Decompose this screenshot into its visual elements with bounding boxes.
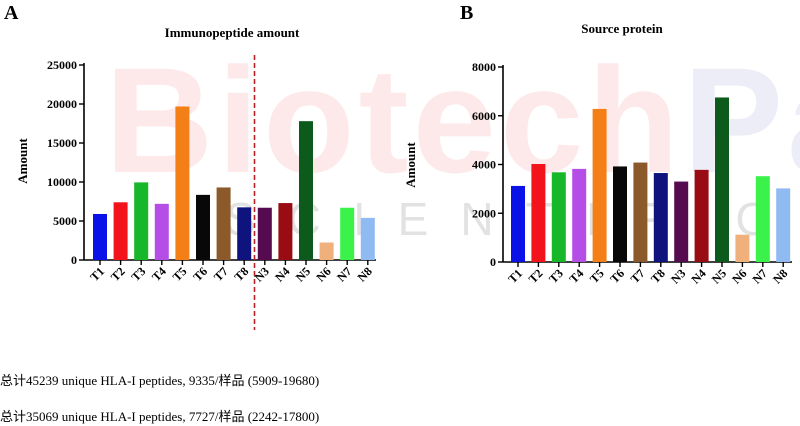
chart-b-x-tick-label: N5 [709, 266, 729, 286]
chart-b-bar [653, 173, 668, 262]
panel-b-y-axis-title: Amount [403, 142, 418, 188]
chart-a-x-tick-label: T5 [170, 264, 190, 284]
chart-b-bar [776, 188, 791, 262]
chart-a-y-tick-label: 10000 [47, 175, 77, 189]
chart-a-x-tick-label: N5 [293, 264, 313, 284]
chart-a-bar [237, 207, 252, 260]
chart-b-bar [715, 97, 729, 262]
chart-a-y-tick-label: 0 [71, 253, 77, 267]
chart-a-bar [257, 207, 272, 260]
panel-a-plot: 0 5000 10000 15000 20000 25000 T1 T2 T3 T4 T5 T6 T7 T… [47, 55, 376, 330]
chart-b-y-tick-label: 4000 [472, 158, 496, 172]
chart-b-x-tick-label: T1 [505, 266, 525, 286]
summary-line-2: 总计35069 unique HLA-I peptides, 7727/样品 (… [0, 409, 320, 424]
chart-b-x-tick-label: N6 [729, 266, 749, 286]
panel-a-title: Immunopeptide amount [165, 25, 300, 40]
chart-a-bar [113, 202, 128, 260]
chart-b-y-tick-label: 2000 [472, 206, 496, 220]
chart-a-y-tick-label: 15000 [47, 136, 77, 150]
chart-a-x-tick-label: T4 [149, 264, 169, 284]
chart-b-x-tick-label: T7 [628, 266, 648, 286]
chart-a-x-tick-label: N7 [334, 264, 354, 284]
panel-b-letter: B [460, 2, 473, 24]
chart-a-bar [216, 187, 231, 260]
chart-b-x-tick-label: N7 [750, 266, 770, 286]
chart-b-x-tick-label: N8 [770, 266, 790, 286]
chart-a-bar [319, 242, 334, 260]
chart-a-bar [134, 182, 149, 260]
chart-b-y-tick-label: 0 [490, 255, 496, 269]
chart-a-x-tick-label: T7 [211, 264, 231, 284]
chart-b-x-tick-label: T5 [587, 266, 607, 286]
chart-a-y-tick-label: 25000 [47, 58, 77, 72]
chart-a-y-tick-label: 5000 [53, 214, 77, 228]
chart-a-bar [340, 207, 355, 260]
chart-b-x-tick-label: T8 [648, 266, 668, 286]
chart-b-bar [694, 169, 709, 262]
chart-a-bar [360, 217, 375, 260]
chart-a-x-tick-label: T3 [129, 264, 149, 284]
chart-a-x-tick-label: N4 [272, 264, 292, 284]
chart-a-x-tick-label: T1 [87, 264, 107, 284]
panel-a-letter: A [4, 2, 19, 24]
chart-b-bar [551, 172, 566, 262]
chart-a-bar [196, 194, 210, 260]
chart-a-x-tick-label: T8 [232, 264, 252, 284]
chart-b-y-tick-label: 6000 [472, 109, 496, 123]
chart-b-x-tick-label: T6 [607, 266, 627, 286]
chart-b-bar [633, 162, 648, 262]
chart-b-bar [613, 166, 627, 262]
chart-a-bar [154, 203, 169, 260]
chart-a-bar [299, 121, 313, 260]
chart-b-bar [735, 234, 750, 262]
chart-b-x-tick-label: T3 [546, 266, 566, 286]
panel-b-title: Source protein [581, 21, 663, 36]
chart-a-bar [175, 106, 190, 260]
chart-a-x-tick-label: T2 [108, 264, 128, 284]
chart-a-bar [93, 213, 107, 260]
chart-a-x-tick-label: N6 [313, 264, 333, 284]
chart-a-y-tick-label: 20000 [47, 97, 77, 111]
chart-b-y-tick-label: 8000 [472, 60, 496, 74]
chart-b-x-tick-label: N3 [668, 266, 688, 286]
panel-a-y-axis-title: Amount [15, 138, 30, 184]
chart-b-bar [755, 176, 770, 262]
chart-a-x-tick-label: N8 [355, 264, 375, 284]
chart-b-bar [511, 185, 525, 262]
chart-b-x-tick-label: N4 [688, 266, 708, 286]
chart-b-x-tick-label: T2 [526, 266, 546, 286]
summary-line-1: 总计45239 unique HLA-I peptides, 9335/样品 (… [0, 373, 320, 388]
chart-a-bar [278, 203, 293, 260]
chart-a-x-tick-label: T6 [190, 264, 210, 284]
chart-b-bar [674, 181, 689, 262]
chart-b-x-tick-label: T4 [567, 266, 587, 286]
chart-b-bar [531, 164, 546, 262]
chart-b-bar [572, 168, 587, 262]
chart-b-bar [592, 108, 607, 262]
